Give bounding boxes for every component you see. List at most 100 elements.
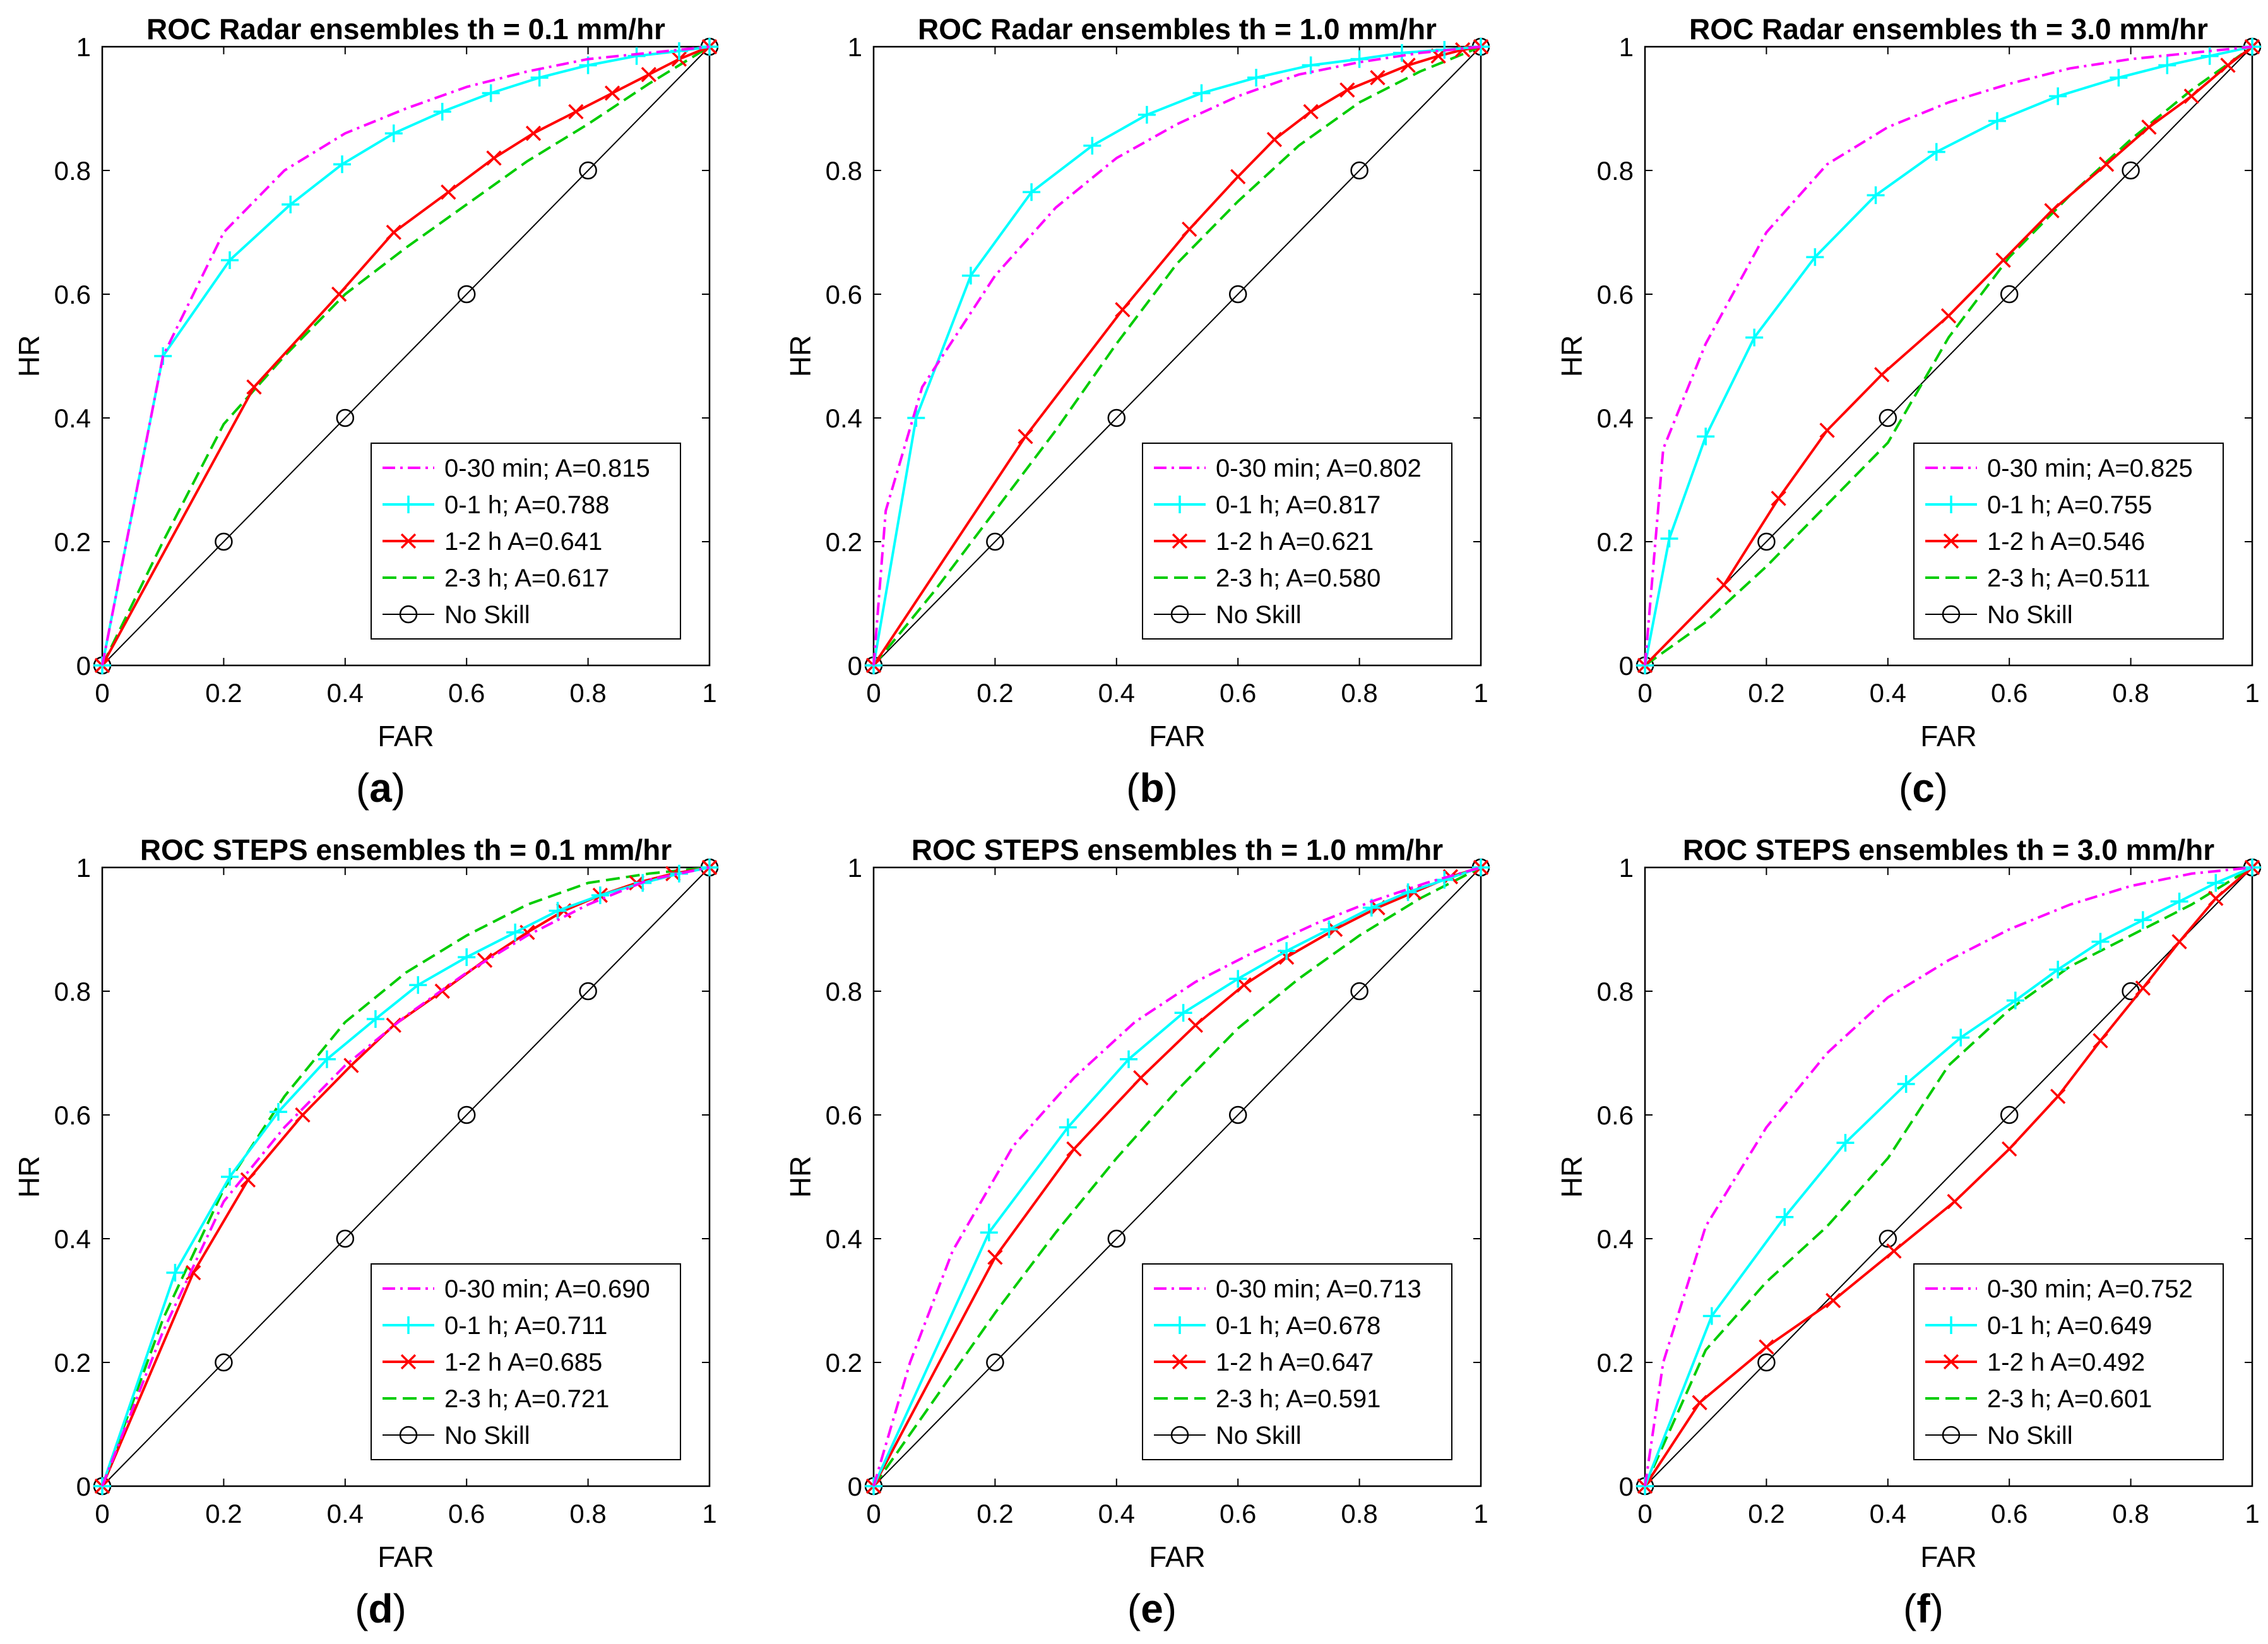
data-point xyxy=(1066,1141,1082,1157)
data-point xyxy=(506,923,525,941)
series-line xyxy=(101,45,710,666)
legend-label: 1-2 h A=0.492 xyxy=(1987,1349,2145,1376)
data-point xyxy=(1819,422,1835,438)
x-axis-label: FAR xyxy=(1149,720,1205,753)
series-line xyxy=(1644,46,2253,666)
data-point xyxy=(1836,1134,1855,1152)
x-tick-label: 0.6 xyxy=(1991,678,2028,708)
data-point xyxy=(1229,970,1247,988)
data-point xyxy=(2049,87,2067,105)
series-0-30-min xyxy=(101,866,710,1487)
x-tick-label: 0 xyxy=(1637,678,1652,708)
data-point xyxy=(457,1105,476,1124)
series-line xyxy=(101,45,710,666)
chart-panel-a: 0 0.2 0.4 0.6 0.8 1 0 0.2 0.4 0.6 0.8 1 ROC Radar en… xyxy=(13,13,719,753)
x-axis-label: FAR xyxy=(377,720,434,753)
chart-title: ROC Radar ensembles th = 3.0 mm/hr xyxy=(1689,13,2208,45)
y-axis-label: HR xyxy=(1555,1156,1588,1198)
y-tick-label: 0.4 xyxy=(826,1224,862,1254)
legend-label: 0-1 h; A=0.711 xyxy=(444,1312,607,1340)
panel-caption: (c) xyxy=(1899,765,1948,811)
legend-label: No Skill xyxy=(1216,601,1302,629)
x-tick-label: 0.2 xyxy=(1748,1499,1784,1528)
chart-panel-f: 0 0.2 0.4 0.6 0.8 1 0 0.2 0.4 0.6 0.8 1 ROC STEPS en… xyxy=(1555,833,2262,1573)
data-point xyxy=(1302,56,1320,74)
legend-marker xyxy=(399,1426,418,1444)
data-point xyxy=(1174,1004,1192,1022)
legend: 0-30 min; A=0.825 0-1 h; A=0.755 1-2 h A=0… xyxy=(1913,443,2224,640)
x-axis-label: FAR xyxy=(1920,1540,1976,1573)
legend-label: 0-1 h; A=0.788 xyxy=(444,491,609,519)
series-line xyxy=(873,46,1481,666)
data-point xyxy=(1988,112,2006,130)
data-point xyxy=(1023,183,1041,201)
series-1-2-h-a-0-492 xyxy=(1637,859,2260,1494)
data-point xyxy=(1339,82,1355,98)
x-tick-label: 0 xyxy=(95,678,109,708)
chart-panel-c: 0 0.2 0.4 0.6 0.8 1 0 0.2 0.4 0.6 0.8 1 ROC Radar en… xyxy=(1555,13,2262,753)
series-2-3-h xyxy=(872,45,1481,667)
x-tick-label: 0.4 xyxy=(1098,678,1135,708)
x-tick-label: 0.4 xyxy=(327,678,364,708)
data-point xyxy=(1806,248,1824,266)
y-tick-label: 0 xyxy=(848,651,862,681)
data-point xyxy=(2110,69,2128,86)
data-point xyxy=(2049,960,2067,979)
panel-caption: (a) xyxy=(356,765,405,811)
series-line xyxy=(872,45,1481,667)
data-point xyxy=(1776,1208,1794,1226)
y-tick-label: 1 xyxy=(1619,32,1634,62)
y-tick-label: 0.2 xyxy=(54,527,91,557)
series-0-30-min xyxy=(872,866,1481,1487)
data-point xyxy=(2002,1141,2017,1157)
y-tick-label: 0.2 xyxy=(1597,1348,1634,1378)
data-point xyxy=(1228,1105,1247,1124)
data-point xyxy=(2171,934,2187,950)
chart-title: ROC STEPS ensembles th = 3.0 mm/hr xyxy=(1683,833,2214,866)
y-tick-label: 0 xyxy=(76,1472,91,1501)
legend: 0-30 min; A=0.690 0-1 h; A=0.711 1-2 h A=0… xyxy=(371,1263,681,1460)
data-point xyxy=(1137,105,1156,124)
x-tick-label: 0.6 xyxy=(1991,1499,2028,1528)
x-tick-label: 0.4 xyxy=(1870,1499,1906,1528)
data-point xyxy=(525,126,542,141)
data-point xyxy=(1697,427,1715,446)
data-point xyxy=(2122,161,2140,180)
data-point xyxy=(1660,530,1678,548)
y-tick-label: 1 xyxy=(848,853,862,883)
data-point xyxy=(2091,932,2110,951)
x-tick-label: 0.6 xyxy=(1220,1499,1256,1528)
series-0-30-min xyxy=(101,45,710,666)
y-tick-label: 0.4 xyxy=(826,403,862,433)
data-point xyxy=(579,161,597,180)
y-tick-label: 0.8 xyxy=(54,977,91,1006)
legend-label: 1-2 h A=0.621 xyxy=(1216,528,1374,556)
data-point xyxy=(240,1172,256,1188)
data-point xyxy=(1350,50,1369,68)
data-point xyxy=(2183,88,2199,104)
x-tick-label: 1 xyxy=(1473,678,1488,708)
y-tick-label: 0.8 xyxy=(1597,977,1634,1006)
x-tick-label: 0.2 xyxy=(205,678,242,708)
y-axis-label: HR xyxy=(13,1156,45,1198)
x-tick-label: 0.4 xyxy=(1098,1499,1135,1528)
x-tick-label: 0.8 xyxy=(2112,678,2149,708)
data-point xyxy=(282,195,300,213)
data-point xyxy=(295,1107,311,1123)
y-tick-label: 0.6 xyxy=(826,280,862,309)
legend-label: 1-2 h A=0.647 xyxy=(1216,1349,1374,1376)
legend-marker xyxy=(1172,533,1188,549)
panel-caption: (d) xyxy=(355,1586,407,1631)
data-point xyxy=(980,1224,998,1242)
legend-label: No Skill xyxy=(444,1422,530,1450)
chart-panel-e: 0 0.2 0.4 0.6 0.8 1 0 0.2 0.4 0.6 0.8 1 ROC STEPS en… xyxy=(784,833,1490,1573)
data-point xyxy=(549,902,567,920)
data-point xyxy=(1392,44,1411,62)
legend-label: No Skill xyxy=(1216,1422,1302,1450)
legend-marker xyxy=(399,605,418,624)
series-line xyxy=(1644,866,2253,1487)
y-tick-label: 1 xyxy=(76,853,91,883)
x-axis-label: FAR xyxy=(377,1540,434,1573)
x-tick-label: 0.4 xyxy=(327,1499,364,1528)
legend-label: 2-3 h; A=0.511 xyxy=(1987,564,2150,592)
